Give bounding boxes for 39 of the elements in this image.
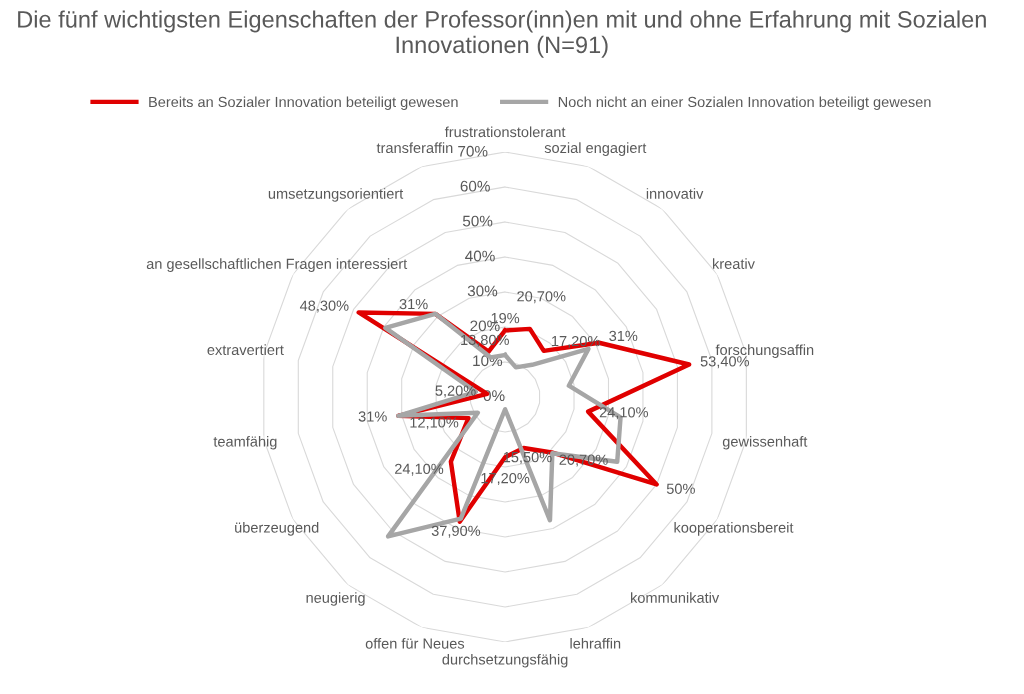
spoke-label: extravertiert: [207, 344, 284, 356]
data-label: 12,10%: [410, 417, 459, 430]
spoke-label: an gesellschaftlichen Fragen interessiert: [146, 258, 408, 272]
data-label: 5,20%: [435, 385, 476, 398]
legend-label: Noch nicht an einer Sozialen Innovation beteiligt gewesen: [558, 96, 931, 110]
y-tick-label: 40%: [465, 250, 495, 262]
spoke-label: kommunikativ: [631, 592, 720, 603]
spoke-label: frustrationstolerant: [444, 126, 566, 138]
data-label: 24,10%: [395, 463, 444, 476]
spoke-label: offen für Neues: [365, 638, 465, 649]
data-label: 50%: [666, 483, 695, 494]
spoke-label: sozial engagiert: [544, 142, 647, 156]
data-label: 20,70%: [559, 454, 608, 467]
spoke-label: umsetzungsorientiert: [268, 188, 404, 202]
data-label: 48,30%: [299, 300, 349, 313]
spoke-label: überzeugend: [235, 522, 319, 536]
spoke-label: gewissenhaft: [722, 435, 808, 450]
data-label: 31%: [399, 298, 428, 310]
spoke-label: teamfähig: [213, 435, 277, 450]
y-tick-label: 60%: [460, 180, 490, 192]
data-label: 20,70%: [517, 291, 566, 304]
spoke-label: transferaffin: [376, 142, 453, 154]
y-tick-label: 30%: [467, 285, 498, 297]
spoke-label: kreativ: [712, 258, 755, 270]
data-label: 31%: [609, 330, 638, 342]
spoke-label: neugierig: [306, 592, 365, 606]
chart-title: Die fünf wichtigsten Eigenschaften der Professor(inn)en mit und ohne Erfahrung mit Sozialen Innovationen (N=91): [18, 10, 986, 58]
legend-label: Bereits an Sozialer Innovation beteiligt gewesen: [149, 96, 458, 110]
data-label: 31%: [358, 411, 387, 422]
spoke-label: lehraffin: [570, 638, 621, 649]
spoke-label: kooperationsbereit: [674, 522, 794, 536]
y-tick-label: 70%: [458, 145, 488, 157]
data-label: 53,40%: [700, 356, 750, 369]
spoke-label: durchsetzungsfähig: [442, 653, 568, 668]
data-label: 37,90%: [431, 525, 481, 538]
y-tick-label: 50%: [462, 215, 493, 227]
data-label: 24,10%: [599, 407, 649, 420]
spoke-label: forschungsaffin: [715, 344, 814, 358]
spoke-label: innovativ: [646, 188, 704, 199]
